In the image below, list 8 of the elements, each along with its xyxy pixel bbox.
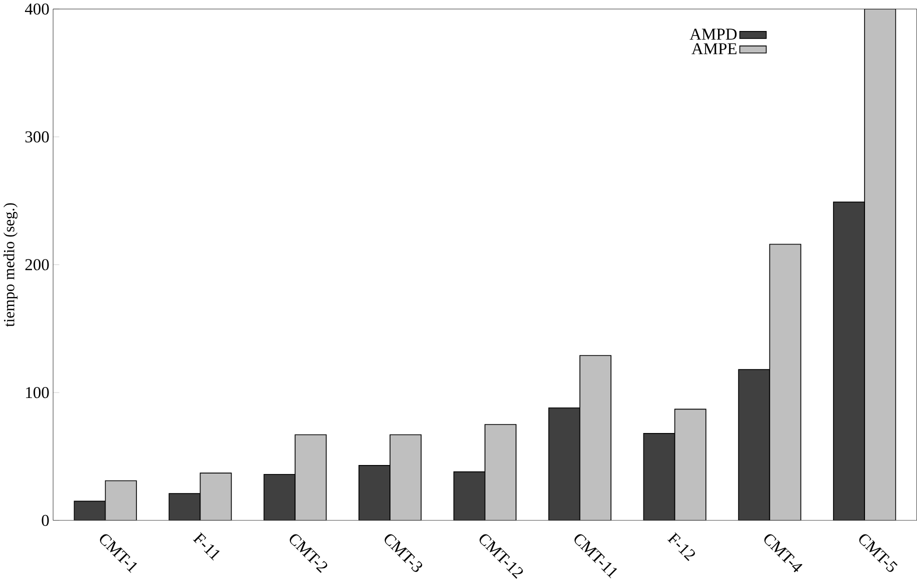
y-tick-label: 400 — [24, 3, 49, 14]
y-tick-label: 100 — [26, 386, 49, 398]
y-tick-label: 200 — [25, 258, 49, 270]
legend-label: AMPD — [690, 28, 737, 40]
y-tick-label: 300 — [25, 131, 49, 142]
y-axis-title: tiempo medio (seg.) — [3, 203, 18, 327]
y-tick-label: 0 — [42, 514, 49, 526]
legend-label: AMPE — [692, 43, 736, 54]
